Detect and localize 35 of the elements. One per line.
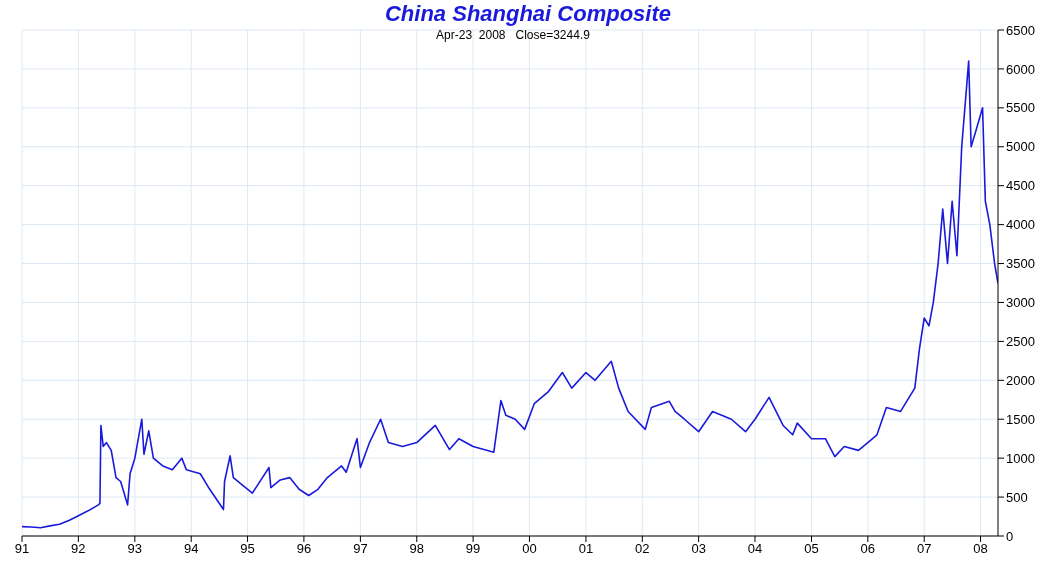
y-tick-label: 3000 bbox=[1006, 295, 1035, 311]
x-tick-label: 07 bbox=[916, 541, 932, 557]
x-tick-label: 91 bbox=[14, 541, 30, 557]
line-series bbox=[22, 60, 998, 529]
y-tick-label: 5500 bbox=[1006, 100, 1035, 116]
chart-title: China Shanghai Composite bbox=[384, 1, 672, 26]
y-tick-label: 4500 bbox=[1006, 178, 1035, 194]
y-tick-label: 500 bbox=[1006, 489, 1028, 505]
x-tick-label: 93 bbox=[127, 541, 143, 557]
x-tick-label: 08 bbox=[973, 541, 988, 557]
x-tick-label: 01 bbox=[578, 541, 594, 557]
x-tick-label: 98 bbox=[409, 541, 424, 557]
x-tick-label: 96 bbox=[296, 541, 312, 557]
y-tick-label: 2500 bbox=[1006, 334, 1035, 349]
y-tick-label: 1000 bbox=[1006, 450, 1035, 466]
y-tick-label: 6500 bbox=[1006, 22, 1035, 38]
x-tick-label: 92 bbox=[71, 541, 86, 557]
y-tick-label: 1500 bbox=[1006, 411, 1035, 427]
x-tick-label: 97 bbox=[353, 541, 368, 557]
x-tick-label: 06 bbox=[860, 541, 876, 557]
x-tick-label: 95 bbox=[240, 541, 255, 557]
x-tick-label: 94 bbox=[183, 541, 199, 557]
y-tick-label: 3500 bbox=[1006, 256, 1035, 272]
y-tick-label: 2000 bbox=[1006, 372, 1035, 388]
y-tick-label: 4000 bbox=[1006, 217, 1035, 233]
x-tick-label: 03 bbox=[691, 541, 706, 557]
y-tick-label: 5000 bbox=[1006, 139, 1035, 155]
x-tick-label: 00 bbox=[522, 541, 537, 557]
x-tick-label: 02 bbox=[635, 541, 650, 557]
chart-subtitle: Apr-23 2008 Close=3244.9 bbox=[436, 28, 590, 42]
x-tick-label: 05 bbox=[804, 541, 819, 557]
y-tick-label: 0 bbox=[1006, 528, 1014, 544]
y-tick-label: 6000 bbox=[1006, 61, 1035, 77]
x-tick-label: 99 bbox=[465, 541, 481, 557]
x-tick-label: 04 bbox=[747, 541, 763, 557]
